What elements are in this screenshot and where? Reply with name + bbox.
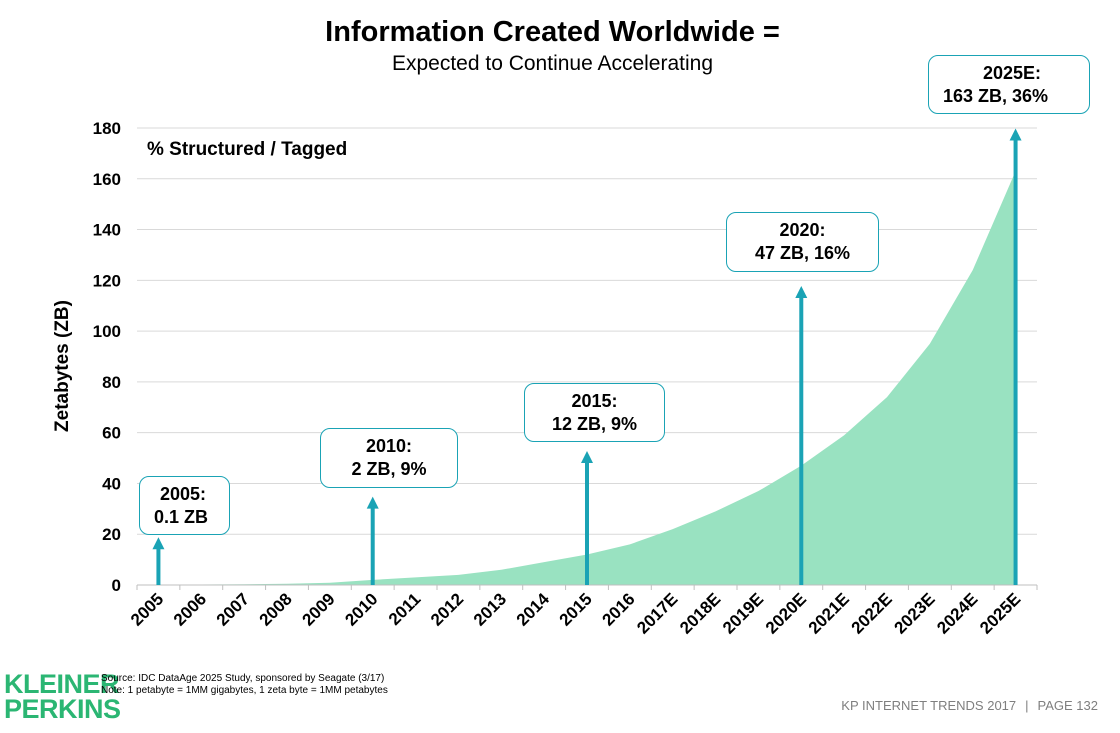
callout-year: 2025E: [983, 63, 1042, 83]
x-tick-label: 2022E [848, 589, 896, 637]
x-tick-label: 2005 [127, 589, 167, 629]
callout-year: 2010: [365, 436, 413, 456]
x-tick-label: 2023E [890, 589, 938, 637]
x-tick-label: 2010 [341, 589, 381, 629]
y-tick-label: 100 [93, 322, 121, 341]
callout-2015: 2015: 12 ZB, 9% [524, 383, 665, 442]
annotation-header: % Structured / Tagged [147, 139, 348, 160]
chart-title: Information Created Worldwide = [325, 16, 780, 48]
x-tick-label: 2020E [762, 589, 810, 637]
x-tick-label: 2018E [676, 589, 724, 637]
kleiner-perkins-logo: KLEINER PERKINS [4, 669, 121, 724]
y-tick-label: 160 [93, 170, 121, 189]
x-tick-label: 2013 [470, 589, 510, 629]
footer-separator: | [1025, 698, 1029, 713]
x-tick-label: 2007 [213, 589, 253, 629]
y-tick-label: 20 [102, 525, 121, 544]
logo-line-2: PERKINS [4, 694, 121, 724]
callout-value: 12 ZB, 9% [551, 414, 638, 434]
report-name: KP INTERNET TRENDS 2017 [841, 698, 1017, 713]
source-note: Source: IDC DataAge 2025 Study, sponsore… [101, 673, 388, 697]
x-tick-label: 2025E [976, 589, 1024, 637]
x-tick-label: 2024E [933, 589, 981, 637]
y-tick-label: 180 [93, 119, 121, 138]
y-tick-label: 0 [112, 576, 121, 595]
arrow-head-2015 [581, 450, 593, 463]
page-footer: KP INTERNET TRENDS 2017 | PAGE 132 [841, 698, 1098, 713]
x-tick-label: 2017E [633, 589, 681, 637]
callout-2020e: 2020: 47 ZB, 16% [726, 212, 879, 272]
callout-2010: 2010: 2 ZB, 9% [320, 428, 458, 488]
page-number: PAGE 132 [1037, 698, 1098, 713]
callout-2005: 2005: 0.1 ZB [139, 476, 230, 535]
callout-value: 2 ZB, 9% [351, 459, 427, 479]
y-tick-label: 140 [93, 221, 121, 240]
x-tick-label: 2015 [556, 589, 596, 629]
callout-year: 2015: [571, 391, 618, 411]
chart-subtitle: Expected to Continue Accelerating [391, 52, 714, 75]
y-tick-label: 40 [102, 474, 121, 493]
logo-line-1: KLEINER [4, 669, 120, 699]
arrow-head-2010 [366, 496, 379, 509]
arrow-head-2005 [152, 537, 165, 550]
y-tick-label: 120 [93, 271, 121, 290]
x-tick-label: 2009 [299, 589, 339, 629]
y-tick-label: 60 [102, 424, 121, 443]
callout-year: 2020: [779, 220, 826, 240]
callout-value: 0.1 ZB [154, 507, 209, 527]
y-axis-label: Zetabytes (ZB) [52, 300, 73, 432]
y-tick-label: 80 [102, 373, 121, 392]
source-line-1: Source: IDC DataAge 2025 Study, sponsore… [101, 673, 385, 684]
callout-year: 2005: [160, 484, 207, 504]
x-tick-label: 2012 [427, 589, 467, 629]
x-tick-label: 2011 [385, 589, 425, 629]
x-tick-label: 2006 [170, 589, 210, 629]
callout-value: 47 ZB, 16% [754, 243, 851, 263]
source-line-2: Note: 1 petabyte = 1MM gigabytes, 1 zeta… [101, 685, 388, 696]
arrow-head-2020E [795, 285, 808, 298]
x-tick-label: 2014 [513, 589, 554, 630]
callout-value: 163 ZB, 36% [943, 86, 1049, 106]
callout-2025e: 2025E: 163 ZB, 36% [928, 55, 1090, 114]
x-tick-label: 2021E [805, 589, 853, 637]
arrow-head-2025E [1009, 128, 1022, 141]
x-tick-label: 2008 [256, 589, 296, 629]
x-tick-label: 2019E [719, 589, 767, 637]
annotation-arrows [152, 128, 1022, 585]
